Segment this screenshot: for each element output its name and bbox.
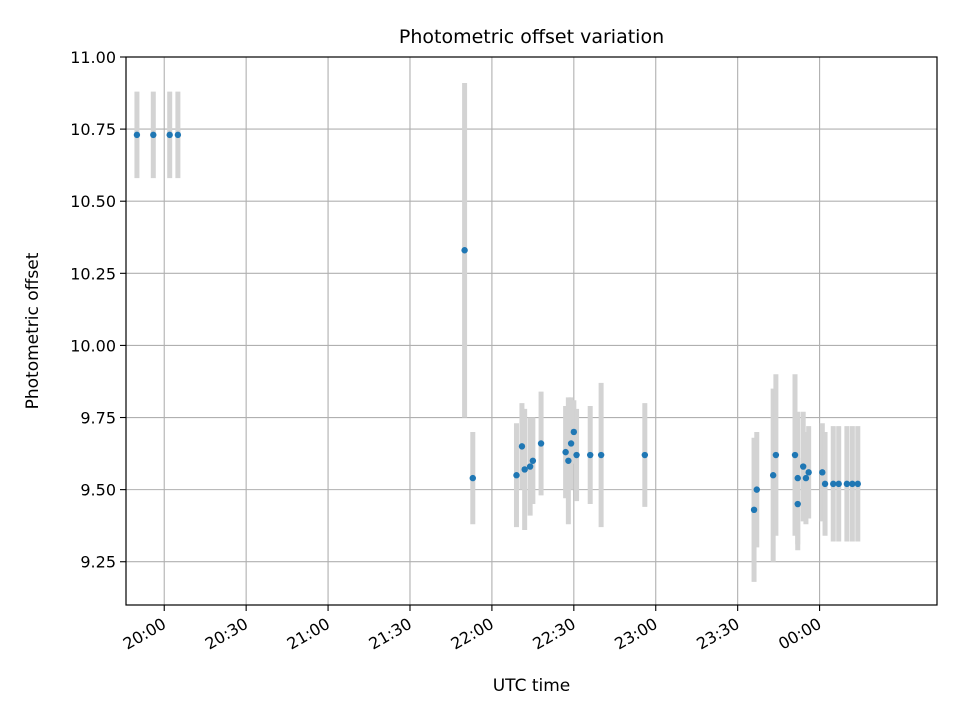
data-points <box>133 131 862 514</box>
data-point <box>830 480 837 488</box>
data-point <box>518 443 526 450</box>
x-axis-label: UTC time <box>493 676 571 696</box>
data-point <box>529 457 537 464</box>
data-point <box>802 474 810 482</box>
x-tick-label: 23:00 <box>611 614 660 654</box>
x-tick-label: 23:30 <box>693 614 742 654</box>
data-point <box>597 451 605 459</box>
x-tick-label: 21:30 <box>366 614 415 654</box>
data-point <box>461 247 468 254</box>
data-point <box>567 440 575 447</box>
data-point <box>854 480 862 488</box>
data-point <box>562 448 569 456</box>
error-bars <box>134 82 861 582</box>
data-point <box>835 480 842 488</box>
x-tick-label: 21:00 <box>284 614 333 654</box>
y-tick-label: 10.75 <box>70 120 116 139</box>
x-tick-label: 00:00 <box>775 614 824 654</box>
data-point <box>174 131 182 139</box>
data-point <box>750 506 758 514</box>
data-point <box>769 472 777 479</box>
y-tick-label: 9.75 <box>80 409 116 428</box>
y-tick-label: 11.00 <box>70 48 116 67</box>
data-point <box>794 474 801 482</box>
data-point <box>587 451 594 459</box>
data-point <box>791 451 799 459</box>
data-point <box>772 451 780 459</box>
data-point <box>565 457 572 464</box>
data-point <box>469 474 476 482</box>
data-point <box>819 469 826 476</box>
y-tick-label: 10.50 <box>70 192 116 211</box>
data-point <box>843 480 851 488</box>
data-point <box>794 500 801 508</box>
data-point <box>521 466 528 473</box>
data-point <box>526 463 534 470</box>
data-point <box>150 131 157 139</box>
y-tick-label: 9.50 <box>80 481 116 500</box>
data-point <box>753 486 760 493</box>
data-point <box>849 480 856 488</box>
x-tick-label: 22:00 <box>447 614 496 654</box>
x-tick-label: 20:30 <box>202 614 251 654</box>
data-point <box>166 131 173 139</box>
plot-area-frame <box>125 56 938 606</box>
chart-title: Photometric offset variation <box>399 26 664 48</box>
data-point <box>133 131 141 139</box>
x-tick-label: 22:30 <box>529 614 578 654</box>
y-tick-label: 10.00 <box>70 336 116 355</box>
data-point <box>513 472 520 479</box>
x-tick-label: 20:00 <box>120 614 169 654</box>
data-point <box>570 428 578 436</box>
data-point <box>805 469 812 476</box>
data-point <box>641 451 649 459</box>
data-point <box>573 451 580 459</box>
data-point <box>537 440 545 447</box>
grid <box>126 56 937 605</box>
data-point <box>799 463 807 470</box>
y-tick-label: 10.25 <box>70 264 116 283</box>
y-tick-label: 9.25 <box>80 553 116 572</box>
axis-ticks: 20:00 20:30 21:00 21:30 22:00 22:30 23:00 23:30… <box>70 48 824 654</box>
data-point <box>821 480 829 488</box>
y-axis-label: Photometric offset <box>23 252 43 409</box>
